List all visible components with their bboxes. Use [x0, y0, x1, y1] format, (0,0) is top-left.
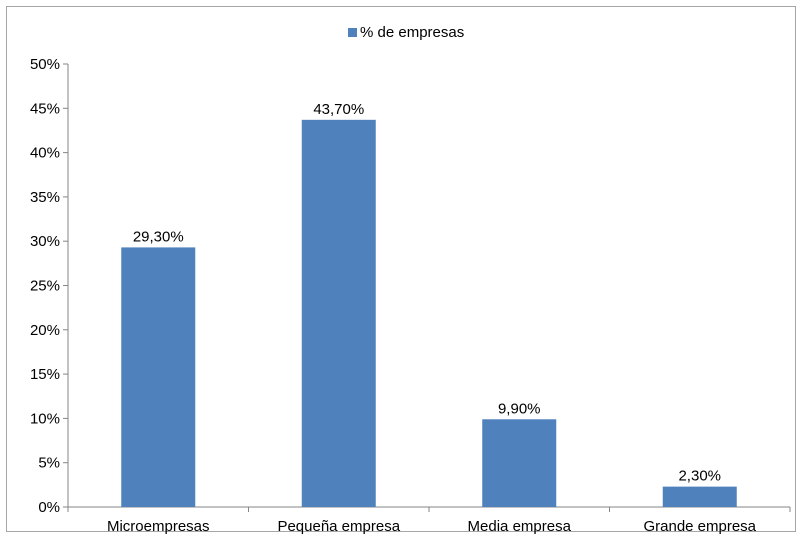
x-tick-label: Microempresas	[107, 518, 210, 535]
y-tick-label: 35%	[30, 189, 60, 206]
data-label: 9,90%	[498, 400, 541, 417]
y-tick-label: 20%	[30, 322, 60, 339]
bar-peque-a-empresa	[301, 119, 376, 508]
y-tick-label: 50%	[30, 56, 60, 73]
y-tick-label: 0%	[38, 499, 60, 516]
x-tick-label: Pequeña empresa	[277, 518, 400, 535]
y-tick-label: 10%	[30, 410, 60, 427]
legend-label: % de empresas	[360, 24, 464, 41]
data-label: 29,30%	[133, 228, 184, 245]
legend-swatch	[348, 28, 357, 37]
x-tick-label: Media empresa	[468, 518, 572, 535]
bar-grande-empresa	[662, 486, 737, 507]
bar-microempresas	[121, 247, 196, 508]
data-label: 43,70%	[313, 101, 364, 118]
y-tick-label: 5%	[38, 455, 60, 472]
data-label: 2,30%	[678, 468, 721, 485]
y-tick-label: 15%	[30, 366, 60, 383]
x-tick-label: Grande empresa	[643, 518, 756, 535]
y-tick-label: 25%	[30, 278, 60, 295]
y-tick-label: 30%	[30, 233, 60, 250]
bar-media-empresa	[482, 419, 557, 507]
y-tick-label: 40%	[30, 145, 60, 162]
y-tick-label: 45%	[30, 100, 60, 117]
